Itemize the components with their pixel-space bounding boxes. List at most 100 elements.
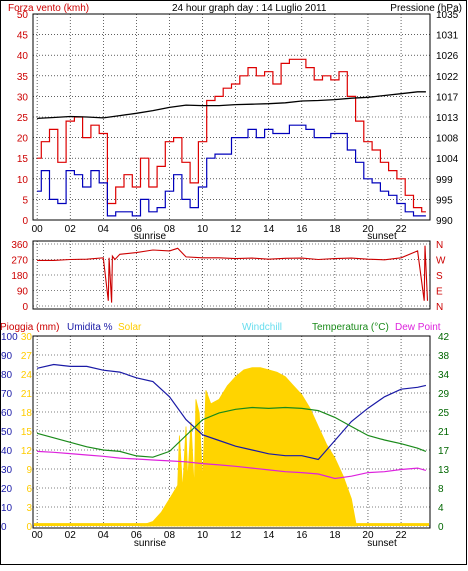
umidita-y-tick-label: 50 (1, 427, 13, 438)
climate-x-tick-label: 02 (65, 530, 77, 541)
climate-x-tick-label: 14 (263, 530, 275, 541)
solar-y-tick-label: 24 (21, 370, 33, 381)
series-solar-area (139, 367, 357, 527)
sunset-marker-bottom: sunset (367, 538, 397, 549)
direction-compass-label: S (436, 271, 443, 282)
pressure-y-tick-label: 1008 (436, 134, 459, 145)
umidita-y-tick-label: 10 (1, 503, 13, 514)
pressure-y-tick-label: 1022 (436, 72, 459, 83)
wind-x-tick-label: 14 (263, 224, 275, 235)
wind-x-tick-label: 06 (131, 224, 143, 235)
direction-y-tick-label: 270 (11, 256, 28, 267)
pressure-y-tick-label: 1013 (436, 113, 459, 124)
sunrise-marker: sunrise (134, 231, 167, 242)
wind-y-tick-label: 30 (17, 92, 29, 103)
solar-y-tick-label: 3 (26, 503, 32, 514)
pressure-axis-title: Pressione (hPa) (390, 3, 462, 14)
temp-y-tick-label: 25 (438, 408, 450, 419)
wind-y-tick-label: 50 (17, 10, 29, 21)
climate-x-tick-label: 06 (131, 530, 143, 541)
direction-y-tick-label: 180 (11, 271, 28, 282)
legend-umidita: Umidita % (67, 322, 113, 333)
climate-x-tick-label: 08 (164, 530, 176, 541)
wind-y-tick-label: 45 (17, 31, 29, 42)
umidita-y-tick-label: 20 (1, 484, 13, 495)
solar-y-tick-label: 6 (26, 484, 32, 495)
series-rain-bar (34, 523, 429, 526)
wind-x-tick-label: 04 (98, 224, 110, 235)
temp-y-tick-label: 13 (438, 465, 450, 476)
wind-y-tick-label: 0 (22, 216, 28, 227)
umidita-y-tick-label: 90 (1, 351, 13, 362)
direction-y-tick-label: 0 (22, 302, 28, 313)
temp-y-tick-label: 34 (438, 370, 450, 381)
series-wind_max (37, 58, 426, 213)
umidita-y-tick-label: 70 (1, 389, 13, 400)
wind-y-tick-label: 35 (17, 72, 29, 83)
umidita-y-tick-label: 60 (1, 408, 13, 419)
temp-y-tick-label: 42 (438, 332, 450, 343)
series-direction (37, 245, 429, 303)
wind-y-tick-label: 40 (17, 51, 29, 62)
temp-y-tick-label: 4 (438, 503, 444, 514)
series-dewpoint (37, 450, 427, 480)
legend-windchill: Windchill (242, 322, 282, 333)
pressure-y-tick-label: 1031 (436, 31, 459, 42)
series-wind_avg (37, 124, 426, 217)
pressure-y-tick-label: 1026 (436, 51, 459, 62)
climate-x-tick-label: 12 (230, 530, 242, 541)
pressure-y-tick-label: 990 (436, 216, 453, 227)
solar-y-tick-label: 21 (21, 389, 33, 400)
wind-x-tick-label: 18 (329, 224, 341, 235)
temp-y-tick-label: 8 (438, 484, 444, 495)
direction-compass-label: N (436, 302, 443, 313)
wind-y-tick-label: 5 (22, 195, 28, 206)
climate-x-tick-label: 16 (296, 530, 308, 541)
climate-x-tick-label: 22 (395, 530, 407, 541)
legend-solar: Solar (118, 322, 142, 333)
wind-y-tick-label: 20 (17, 134, 29, 145)
legend-dewpoint: Dew Point (395, 322, 441, 333)
umidita-y-tick-label: 30 (1, 465, 13, 476)
temp-y-tick-label: 21 (438, 427, 450, 438)
series-pressure (37, 91, 426, 120)
sunset-marker: sunset (367, 231, 397, 242)
pressure-y-tick-label: 1035 (436, 10, 459, 21)
direction-compass-label: W (436, 256, 446, 267)
pressure-y-tick-label: 999 (436, 175, 453, 186)
umidita-y-tick-label: 40 (1, 446, 13, 457)
direction-compass-label: E (436, 287, 443, 298)
wind-axis-title: Forza vento (kmh) (8, 3, 89, 14)
climate-x-tick-label: 10 (197, 530, 209, 541)
wind-y-tick-label: 15 (17, 154, 29, 165)
solar-y-tick-label: 27 (21, 351, 33, 362)
solar-y-tick-label: 18 (21, 408, 33, 419)
climate-x-tick-label: 04 (98, 530, 110, 541)
umidita-y-tick-label: 0 (1, 522, 7, 533)
umidita-y-tick-label: 80 (1, 370, 13, 381)
series-humidity (36, 363, 427, 461)
direction-y-tick-label: 90 (17, 287, 29, 298)
solar-y-tick-label: 0 (26, 522, 32, 533)
wind-x-tick-label: 12 (230, 224, 242, 235)
wind-x-tick-label: 10 (197, 224, 209, 235)
wind-x-tick-label: 20 (362, 224, 374, 235)
pressure-y-tick-label: 1004 (436, 154, 459, 165)
umidita-y-tick-label: 100 (1, 332, 18, 343)
wind-x-tick-label: 22 (395, 224, 407, 235)
climate-x-tick-label: 00 (32, 530, 44, 541)
temp-y-tick-label: 0 (438, 522, 444, 533)
wind-x-tick-label: 08 (164, 224, 176, 235)
legend-temperatura: Temperatura (°C) (312, 322, 389, 333)
wind-x-tick-label: 16 (296, 224, 308, 235)
wind-y-tick-label: 10 (17, 175, 29, 186)
pressure-y-tick-label: 1017 (436, 92, 459, 103)
temp-y-tick-label: 17 (438, 446, 450, 457)
climate-x-tick-label: 18 (329, 530, 341, 541)
series-temperature (36, 406, 427, 458)
wind-x-tick-label: 02 (65, 224, 77, 235)
temp-y-tick-label: 29 (438, 389, 450, 400)
temp-y-tick-label: 38 (438, 351, 450, 362)
